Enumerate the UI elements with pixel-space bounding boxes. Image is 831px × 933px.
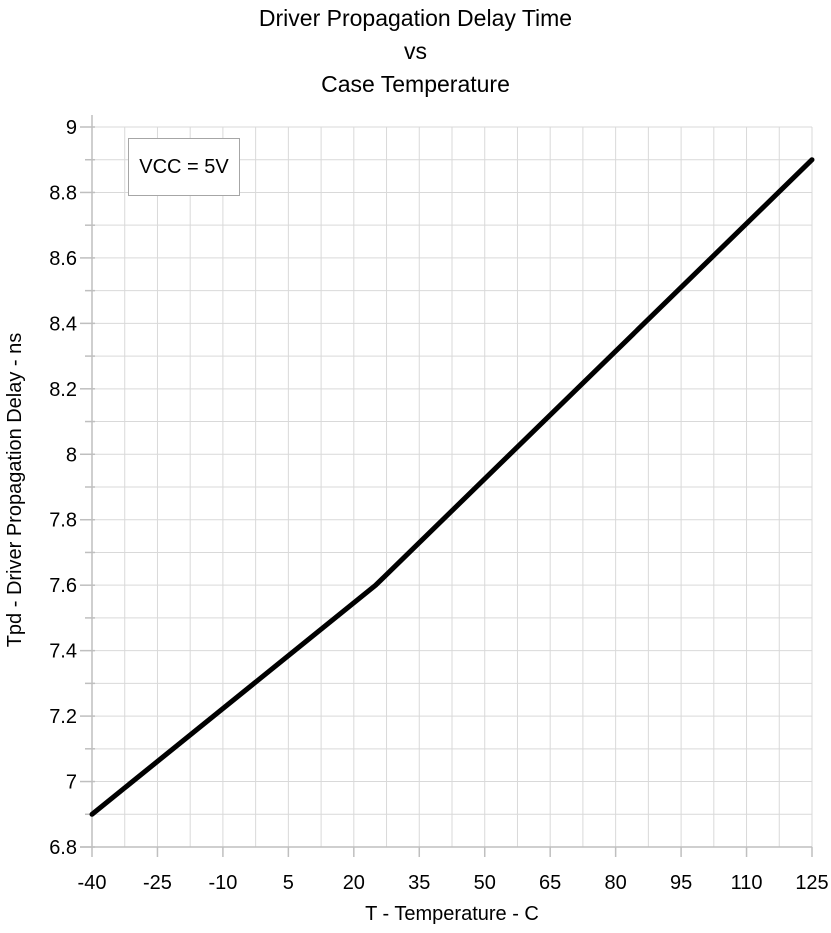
y-tick-label: 7.8: [49, 510, 77, 532]
vcc-annotation-box: VCC = 5V: [128, 138, 240, 196]
y-tick-label: 8.6: [49, 248, 77, 270]
chart-title-line-3: Case Temperature: [321, 71, 510, 97]
y-tick-label: 7.2: [49, 706, 77, 728]
chart-title: Driver Propagation Delay Time vs Case Te…: [0, 2, 831, 101]
y-tick-label: 8.2: [49, 379, 77, 401]
x-axis-title: T - Temperature - C: [365, 903, 539, 925]
x-tick-label: 65: [539, 872, 561, 894]
x-tick-label: 110: [731, 872, 763, 894]
x-tick-label: 35: [408, 872, 430, 894]
y-axis-title: Tpd - Driver Propagation Delay - ns: [4, 332, 26, 648]
x-tick-label: 20: [343, 872, 365, 894]
x-tick-label: 5: [283, 872, 294, 894]
series-line: [89, 157, 815, 817]
y-tick-label: 9: [66, 117, 77, 139]
x-tick-label: 50: [474, 872, 496, 894]
x-tick-label: -40: [78, 872, 107, 894]
x-tick-label: -10: [208, 872, 237, 894]
y-tick-label: 8.4: [49, 313, 77, 335]
x-tick-label: 125: [795, 872, 828, 894]
chart-title-line-1: Driver Propagation Delay Time: [258, 5, 573, 31]
x-tick-label: 80: [605, 872, 627, 894]
x-tick-label: -25: [143, 872, 172, 894]
chart-title-line-2: vs: [404, 38, 427, 64]
y-tick-label: 7.6: [49, 575, 77, 597]
y-tick-label: 8.8: [49, 182, 77, 204]
y-tick-label: 8: [66, 444, 77, 466]
y-tick-label: 6.8: [49, 837, 77, 859]
y-tick-label: 7: [66, 772, 77, 794]
y-tick-label: 7.4: [49, 641, 77, 663]
x-tick-label: 95: [670, 872, 692, 894]
vcc-annotation-label: VCC = 5V: [139, 155, 229, 178]
